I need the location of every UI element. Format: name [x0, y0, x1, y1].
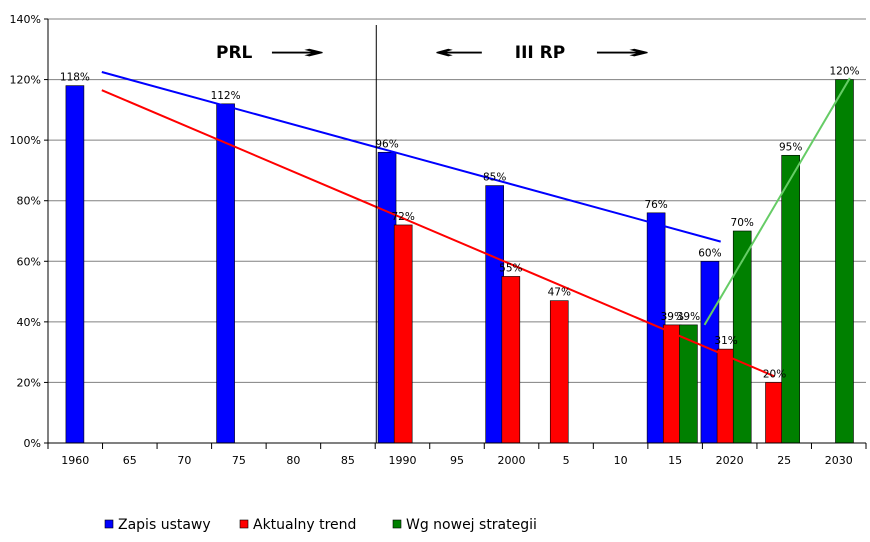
x-tick-label: 10: [614, 454, 628, 467]
data-label: 118%: [60, 72, 90, 84]
data-labels: 118% 112% 96% 85% 76% 60% 72% 55% 47% 39% 31% 20% 39…: [60, 66, 860, 381]
data-label: 95%: [779, 141, 802, 153]
x-tick-label: 2020: [716, 454, 744, 467]
bar: [835, 79, 854, 444]
data-label: 39%: [661, 311, 684, 323]
x-tick-label: 5: [563, 454, 570, 467]
legend-swatch: [239, 519, 249, 529]
trend-line: [101, 71, 721, 243]
x-tick-label: 1990: [388, 454, 416, 467]
data-label: 55%: [499, 262, 522, 274]
data-label: 96%: [375, 138, 398, 150]
legend-swatch: [392, 519, 402, 529]
legend-label: Wg nowej strategii: [406, 517, 537, 533]
iii-rp-label: III RP: [515, 43, 565, 63]
iii-rp-left-arrow: ←: [433, 43, 485, 63]
x-tick-label: 85: [341, 454, 355, 467]
bar: [485, 185, 504, 444]
x-tick-label: 25: [777, 454, 791, 467]
x-tick-label: 95: [450, 454, 464, 467]
y-tick-label: 20%: [17, 376, 41, 389]
bar: [781, 154, 800, 444]
data-label: 60%: [698, 247, 721, 259]
era-annotations: PRL → ← III RP →: [216, 25, 651, 443]
data-label: 70%: [731, 217, 754, 229]
bar: [377, 151, 397, 444]
data-label: 85%: [483, 172, 506, 184]
y-tick-label: 100%: [10, 134, 41, 147]
data-label: 112%: [211, 90, 241, 102]
data-label: 39%: [677, 311, 700, 323]
data-label: 120%: [829, 66, 859, 78]
x-tick-label: 75: [232, 454, 246, 467]
data-label: 47%: [548, 287, 571, 299]
bar: [501, 276, 521, 444]
bar: [65, 85, 85, 444]
bar: [549, 300, 569, 444]
y-tick-label: 40%: [17, 316, 41, 329]
legend-swatch: [104, 519, 114, 529]
bar: [716, 348, 736, 444]
bar: [662, 324, 682, 444]
trend-lines: [101, 71, 851, 378]
legend-label: Aktualny trend: [253, 517, 356, 533]
x-tick-label: 2030: [825, 454, 853, 467]
data-label: 20%: [763, 368, 786, 380]
y-tick-label: 80%: [17, 195, 41, 208]
x-tick-label: 1960: [61, 454, 89, 467]
trend-line: [703, 77, 851, 326]
prl-label: PRL: [216, 43, 253, 63]
y-tick-label: 0%: [24, 437, 41, 450]
x-tick-label: 80: [286, 454, 300, 467]
x-tick-label: 65: [123, 454, 137, 467]
gridlines: [48, 18, 866, 383]
data-label: 31%: [714, 335, 737, 347]
data-label: 72%: [392, 211, 415, 223]
y-tick-label: 140%: [10, 13, 41, 26]
bar: [765, 382, 784, 444]
x-tick-label: 2000: [498, 454, 526, 467]
iii-rp-right-arrow: →: [593, 43, 651, 63]
x-tick-label: 70: [177, 454, 191, 467]
legend: Zapis ustawy Aktualny trend Wg nowej strat…: [104, 517, 537, 533]
axes: 0% 20% 40% 60% 80% 100% 120% 140% 1960 65 70 75 80 85…: [10, 13, 867, 467]
trend-line: [101, 89, 775, 378]
y-tick-label: 60%: [17, 255, 41, 268]
data-label: 76%: [644, 199, 667, 211]
legend-label: Zapis ustawy: [118, 517, 211, 533]
x-tick-label: 15: [668, 454, 682, 467]
bar: [216, 103, 235, 444]
y-tick-label: 120%: [10, 74, 41, 87]
prl-arrow: →: [268, 43, 326, 63]
bar: [393, 224, 413, 444]
